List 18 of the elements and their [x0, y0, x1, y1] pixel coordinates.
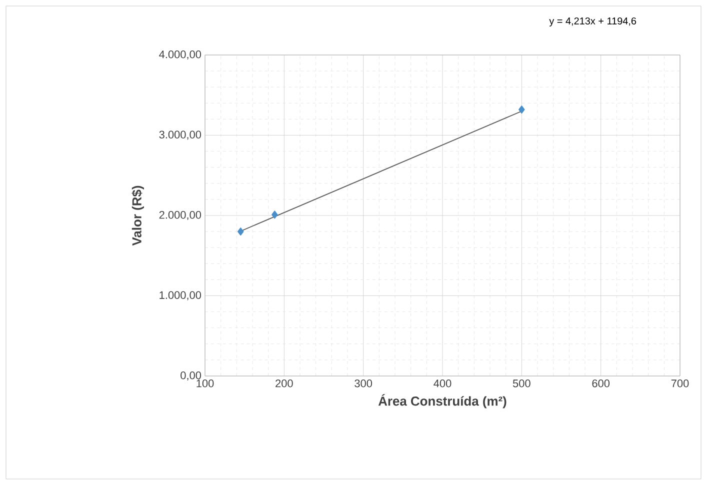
point	[238, 228, 244, 236]
x-tick-label: 200	[276, 380, 293, 388]
x-tick-label: 700	[671, 380, 689, 388]
x-tick-label: 600	[592, 380, 610, 388]
x-tick-label: 100	[196, 380, 214, 388]
text: y = 4,213x + 1194,6	[549, 17, 636, 26]
y-tick-label: 0,00	[180, 371, 202, 381]
x-tick-label: 300	[354, 380, 372, 388]
point	[272, 210, 278, 219]
x-tick-label: 500	[512, 380, 530, 388]
y-tick-label: 2.000,00	[159, 210, 202, 220]
y-tick-label: 3.000,00	[159, 130, 202, 140]
point	[518, 106, 525, 114]
x-tick-label: 400	[434, 380, 452, 388]
y-axis-title: Valor (R$)	[132, 186, 144, 246]
y-tick-label: 1.000,00	[160, 291, 202, 300]
x-axis-title: Área Construída (m²)	[378, 394, 506, 408]
y-tick-label: 4.000,00	[159, 50, 202, 60]
